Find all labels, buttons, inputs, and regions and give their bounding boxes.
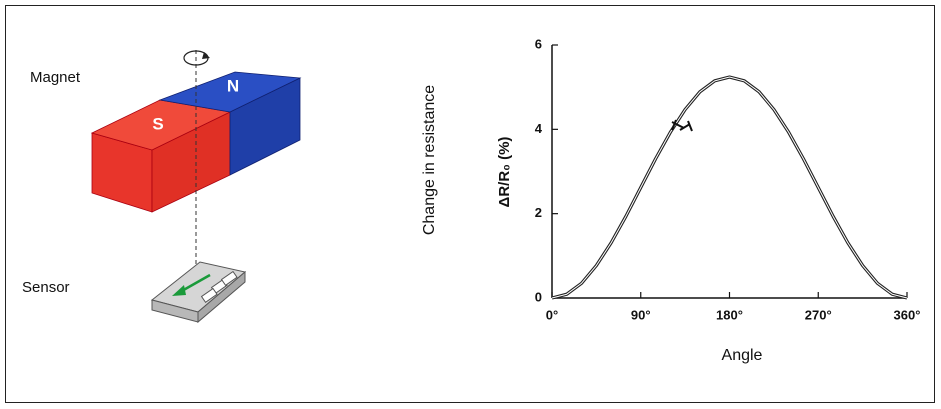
magnet bbox=[90, 71, 302, 213]
sensor-label: Sensor bbox=[22, 279, 70, 296]
y-tick-label: 4 bbox=[535, 121, 543, 136]
plot: 0 2 4 6 0° 90° 180° 270° 360° bbox=[535, 36, 921, 322]
magnet-label: Magnet bbox=[30, 69, 81, 86]
x-tick-label: 90° bbox=[631, 307, 651, 322]
y-axis-label: ΔR/R₀ (%) bbox=[496, 137, 513, 208]
sensor bbox=[150, 261, 247, 324]
x-tick-label: 0° bbox=[546, 307, 558, 322]
x-tick-label: 180° bbox=[716, 307, 743, 322]
y-tick-label: 0 bbox=[535, 289, 542, 304]
rotation-arrowhead bbox=[202, 52, 210, 59]
x-axis-label: Angle bbox=[722, 347, 763, 364]
north-pole-label: N bbox=[227, 76, 239, 95]
y-tick-label: 2 bbox=[535, 205, 542, 220]
y-tick-label: 6 bbox=[535, 36, 542, 51]
south-pole-label: S bbox=[152, 114, 163, 133]
hysteresis-arrows bbox=[671, 119, 693, 132]
side-label: Change in resistance bbox=[421, 85, 438, 235]
x-tick-label: 270° bbox=[805, 307, 832, 322]
data-line-core bbox=[551, 76, 908, 299]
x-tick-label: 360° bbox=[894, 307, 921, 322]
